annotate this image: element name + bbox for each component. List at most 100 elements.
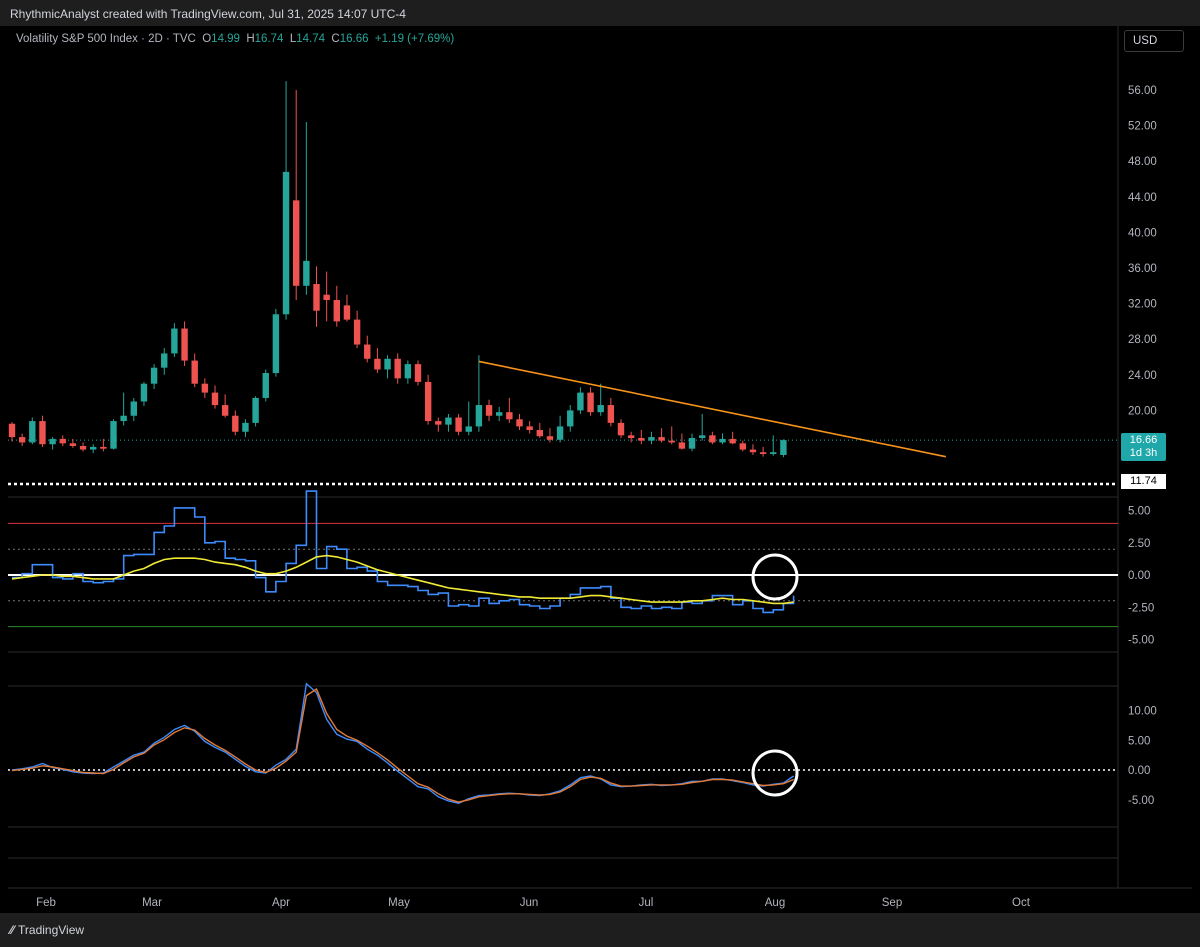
time-tick-label: May [388, 897, 410, 909]
price-tick-label: 20.00 [1128, 405, 1157, 417]
low-line-tag: 11.74 [1121, 474, 1166, 489]
candle-body [567, 410, 574, 427]
candle-body [100, 446, 107, 449]
candle-body [475, 405, 483, 427]
candle-body [465, 426, 472, 432]
candle-body [242, 422, 249, 432]
tradingview-logo-icon: ⁄⁄ [10, 923, 15, 937]
candle-body [262, 373, 269, 398]
legend-high-value: 16.74 [254, 33, 284, 45]
last-price-value: 16.66 [1129, 434, 1158, 446]
time-tick-label: Mar [142, 897, 162, 909]
candle-body [668, 440, 675, 443]
candle-body [343, 305, 351, 320]
legend-open-value: 14.99 [211, 33, 240, 45]
candle-body [120, 415, 127, 422]
osc1-tick-label: 5.00 [1128, 506, 1150, 518]
legend-high-label: H [246, 33, 255, 45]
candle-body [719, 438, 726, 443]
candle-body [29, 421, 36, 443]
candle-body [353, 319, 361, 345]
candle-body [445, 417, 452, 425]
candle-body [658, 437, 665, 441]
price-tick-label: 52.00 [1128, 121, 1157, 133]
legend-low-label: L [289, 33, 297, 45]
candle-body [394, 358, 401, 379]
candle-body [749, 449, 757, 453]
time-tick-label: Apr [272, 897, 290, 909]
chart-frame[interactable] [8, 26, 1192, 913]
candle-body [252, 397, 259, 423]
candle-body [313, 284, 320, 311]
candle-body [699, 435, 706, 438]
candle-body [414, 364, 422, 382]
candle-body [232, 415, 239, 432]
osc2-tick-label: -5.00 [1128, 795, 1154, 807]
brand-name: TradingView [18, 923, 85, 937]
currency-button[interactable]: USD [1124, 30, 1184, 52]
price-tick-label: 36.00 [1128, 263, 1157, 275]
price-tick-label: 28.00 [1128, 334, 1157, 346]
legend-symbol: Volatility S&P 500 Index · 2D · TVC [16, 33, 196, 45]
candle-body [607, 405, 615, 423]
candle-body [201, 383, 209, 393]
legend-open-label: O [202, 33, 212, 45]
osc1-tick-label: 2.50 [1128, 538, 1150, 550]
candle-body [211, 392, 219, 406]
candle-body [110, 421, 117, 449]
time-tick-label: Sep [882, 897, 902, 909]
candle-body [526, 426, 533, 430]
trendline [478, 360, 946, 458]
candle-body [140, 383, 148, 402]
legend-close-label: C [331, 33, 340, 45]
candle-body [181, 328, 188, 361]
osc2-fast-line [11, 682, 794, 805]
candle-body [191, 360, 198, 384]
osc1-tick-label: -2.50 [1128, 602, 1154, 614]
candle-body [333, 300, 340, 322]
candle-body [130, 401, 137, 416]
bar-countdown: 1d 3h [1129, 447, 1158, 459]
candle-body [39, 421, 46, 445]
candle-body [597, 405, 604, 413]
candle-body [374, 358, 381, 370]
price-tick-label: 40.00 [1128, 227, 1157, 239]
highlight-circle-annotation [751, 749, 799, 797]
last-price-tag: 16.66 1d 3h [1121, 433, 1166, 461]
candle-body [69, 443, 77, 446]
candle-body [293, 200, 300, 286]
candle-body [424, 381, 432, 422]
time-tick-label: Jun [520, 897, 539, 909]
candle-body [272, 314, 280, 374]
osc1-tick-label: 0.00 [1128, 570, 1150, 582]
candle-body [759, 452, 767, 455]
candle-body [556, 426, 564, 440]
candle-body [49, 438, 56, 445]
candle-body [161, 353, 168, 368]
candle-body [364, 344, 371, 359]
price-tick-label: 24.00 [1128, 370, 1157, 382]
candle-body [648, 437, 655, 441]
candle-body [739, 443, 746, 450]
candle-body [587, 392, 594, 413]
price-tick-label: 32.00 [1128, 299, 1157, 311]
footer-bar: ⁄⁄ TradingView [0, 913, 1200, 947]
highlight-circle-annotation [751, 553, 799, 601]
candle-body [770, 452, 777, 455]
symbol-legend: Volatility S&P 500 Index · 2D · TVC O14.… [16, 33, 454, 45]
legend-change-value: +1.19 (+7.69%) [374, 33, 455, 45]
osc2-tick-label: 10.00 [1128, 706, 1157, 718]
candle-body [150, 367, 158, 384]
candle-body [282, 171, 290, 315]
top-attribution-bar: RhythmicAnalyst created with TradingView… [0, 0, 1200, 26]
osc2-tick-label: 0.00 [1128, 765, 1150, 777]
candle-body [323, 294, 330, 301]
candle-body [536, 429, 543, 437]
candle-body [455, 417, 462, 432]
candle-body [678, 442, 686, 449]
candle-body [627, 435, 635, 438]
candle-body [303, 260, 310, 286]
candle-body [59, 438, 66, 444]
candle-body [221, 405, 229, 416]
